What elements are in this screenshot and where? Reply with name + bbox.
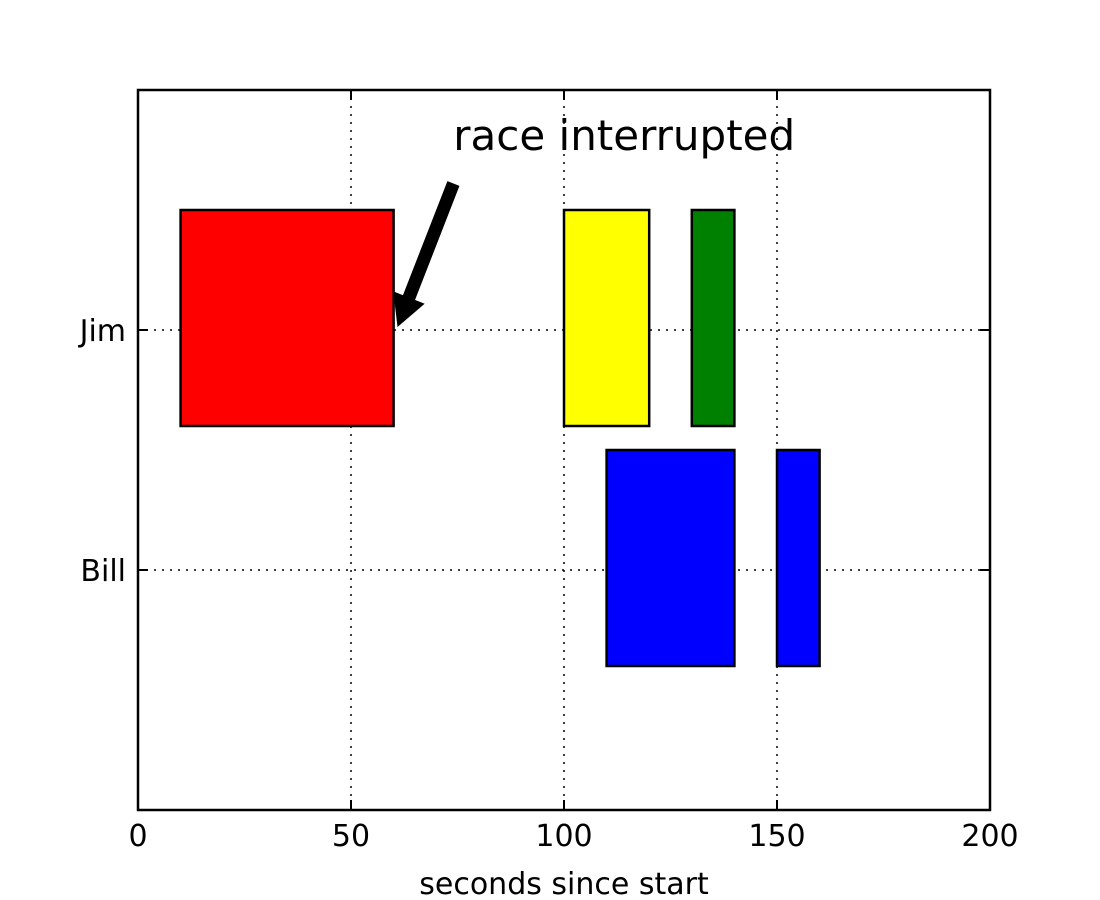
tick-labels: 0 50 100 150 200 Bill Jim	[78, 314, 1019, 854]
x-tick-label-4: 200	[961, 819, 1018, 854]
bar-bill-1	[775, 448, 821, 668]
x-axis-label: seconds since start	[419, 867, 709, 900]
bar-jim-2	[690, 208, 736, 428]
bar-bill-0	[605, 448, 736, 668]
ticks	[137, 90, 991, 810]
annotations: race interrupted	[393, 111, 795, 327]
annotation-arrow-0	[393, 181, 460, 327]
x-tick-label-1: 50	[332, 819, 370, 854]
x-tick-label-2: 100	[535, 819, 592, 854]
gridlines	[138, 90, 990, 810]
bar-jim-1	[562, 208, 651, 428]
y-tick-label-jim: Jim	[78, 314, 126, 349]
y-tick-label-bill: Bill	[80, 554, 126, 589]
bars	[179, 208, 821, 668]
x-tick-label-3: 150	[748, 819, 805, 854]
x-tick-label-0: 0	[128, 819, 147, 854]
bar-jim-0	[179, 208, 395, 428]
annotation-text-0: race interrupted	[453, 111, 795, 160]
